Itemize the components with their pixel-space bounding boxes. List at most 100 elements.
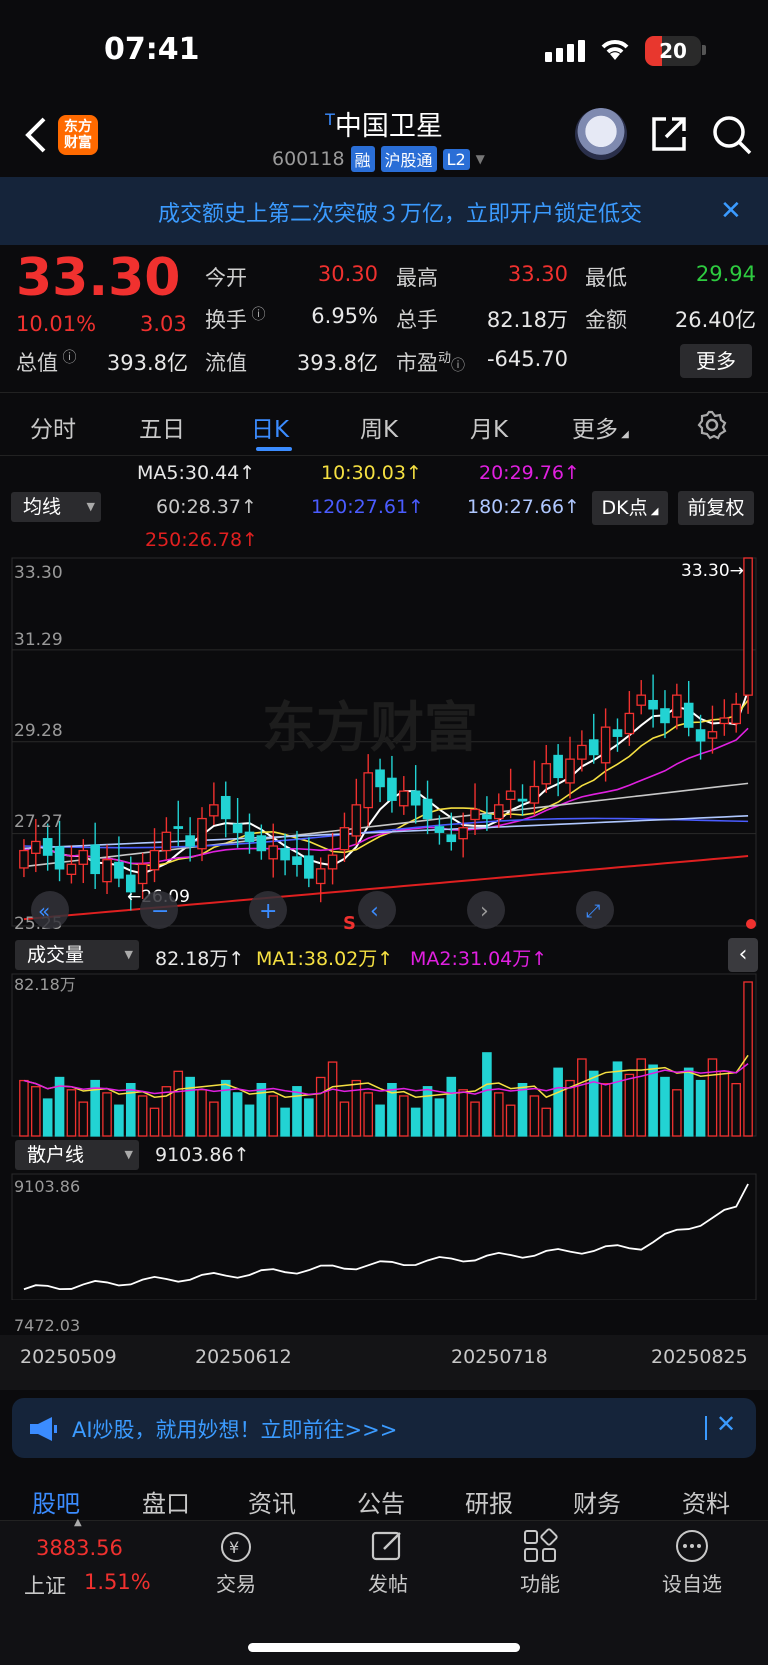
- index-value[interactable]: 3883.56: [36, 1536, 123, 1560]
- tab-orderbook[interactable]: 盘口: [142, 1490, 190, 1518]
- volume-bar: [42, 1098, 53, 1137]
- post-label[interactable]: 发帖: [368, 1572, 408, 1596]
- candle: [197, 807, 207, 862]
- ad-banner[interactable]: [0, 177, 768, 245]
- stock-code-row[interactable]: 600118 融 沪股通 L2 ▼: [272, 146, 485, 172]
- tab-announcements[interactable]: 公告: [357, 1490, 405, 1518]
- candle-body: [695, 729, 706, 742]
- candle-body: [19, 849, 29, 869]
- adjust-button[interactable]: 前复权: [678, 491, 754, 525]
- post-icon[interactable]: [370, 1528, 406, 1564]
- retail-axis-max: 9103.86: [14, 1177, 80, 1196]
- high-label: 最高: [396, 266, 438, 290]
- tab-intraday[interactable]: 分时: [30, 417, 76, 443]
- volume-bar: [446, 1076, 457, 1137]
- candle-body: [517, 798, 528, 802]
- more-button[interactable]: 更多: [680, 344, 752, 378]
- index-name[interactable]: 上证: [24, 1574, 66, 1598]
- search-icon[interactable]: [712, 115, 752, 155]
- retail-line-chart[interactable]: 9103.86 7472.03: [0, 1172, 768, 1300]
- app-logo[interactable]: 东方财富: [58, 115, 98, 155]
- bottom-toolbar: [0, 1520, 768, 1665]
- candle-body: [648, 699, 658, 710]
- tab-more[interactable]: 更多 ◢: [572, 417, 629, 443]
- stock-code: 600118: [272, 148, 345, 170]
- divider: [705, 1416, 707, 1440]
- battery-tip: [702, 45, 706, 55]
- candle: [743, 557, 753, 714]
- ai-banner-text[interactable]: AI炒股，就用妙想！立即前往>>>: [72, 1418, 398, 1442]
- retail-selector[interactable]: 散户线 ▼: [15, 1140, 139, 1170]
- home-indicator: [248, 1643, 520, 1652]
- volume-bar: [707, 1058, 718, 1137]
- candle: [446, 812, 457, 851]
- candle: [19, 839, 29, 878]
- tab-monthly-k[interactable]: 月K: [470, 417, 509, 443]
- candle-body: [363, 772, 373, 809]
- svg-text:−: −: [151, 899, 169, 924]
- high-marker: 33.30→: [681, 561, 744, 581]
- price-axis-max: 33.30: [14, 563, 63, 583]
- tab-daily-k[interactable]: 日K: [251, 417, 290, 443]
- candle-body: [209, 804, 219, 817]
- candle: [731, 692, 741, 733]
- candle-body: [280, 848, 290, 861]
- ad-banner-text[interactable]: 成交额史上第二次突破３万亿，立即开户锁定低交: [158, 202, 643, 227]
- candle-body: [636, 694, 647, 706]
- date-label: 20250509: [20, 1346, 117, 1368]
- ma-selector[interactable]: 均线 ▼: [11, 492, 101, 522]
- candle: [114, 836, 124, 888]
- volume-bar: [743, 981, 753, 1137]
- trade-icon[interactable]: ¥: [217, 1530, 255, 1564]
- tab-finance[interactable]: 财务: [573, 1490, 621, 1518]
- candle: [399, 776, 409, 815]
- prev-icon: [358, 891, 396, 929]
- chart-controls[interactable]: « − + ‹ › ⤢: [31, 891, 614, 929]
- candle-body: [731, 703, 741, 725]
- candle-body: [565, 758, 575, 784]
- tab-news[interactable]: 资讯: [248, 1490, 296, 1518]
- volume-chart[interactable]: 82.18万: [0, 972, 768, 1137]
- candle-body: [42, 838, 53, 856]
- date-label: 20250718: [451, 1346, 548, 1368]
- candle: [387, 755, 397, 813]
- add-watchlist-icon[interactable]: [673, 1528, 711, 1564]
- index-percent[interactable]: 1.51%: [84, 1570, 151, 1594]
- assistant-avatar[interactable]: [575, 108, 627, 160]
- volume-bar: [185, 1076, 195, 1137]
- tab-five-day[interactable]: 五日: [139, 417, 185, 443]
- tab-weekly-k[interactable]: 周K: [360, 417, 399, 443]
- tab-profile[interactable]: 资料: [682, 1490, 730, 1518]
- expand-up-icon[interactable]: ▲: [74, 1517, 82, 1528]
- candle: [280, 833, 290, 876]
- functions-icon[interactable]: [522, 1528, 558, 1564]
- volume-bar: [683, 1067, 694, 1137]
- candle-body: [197, 817, 207, 850]
- add-watchlist-label[interactable]: 设自选: [662, 1572, 722, 1596]
- ad-close-icon[interactable]: ✕: [720, 196, 742, 226]
- kline-chart[interactable]: 东方财富 33.30 31.29 29.28 27.27 25.25 33.30…: [0, 556, 768, 936]
- trade-label[interactable]: 交易: [216, 1572, 256, 1596]
- settings-gear-icon[interactable]: [697, 410, 727, 440]
- signal-icon: [545, 40, 585, 62]
- ai-banner[interactable]: [12, 1398, 756, 1458]
- dk-point-button[interactable]: DK点 ◢: [592, 491, 668, 525]
- volume-selector[interactable]: 成交量 ▼: [15, 940, 139, 970]
- functions-label[interactable]: 功能: [520, 1572, 560, 1596]
- fullscreen-icon: [576, 891, 614, 929]
- candle-body: [304, 855, 314, 879]
- tab-forum[interactable]: 股吧: [32, 1490, 80, 1518]
- ma180-line: [23, 815, 749, 850]
- ma120-line: [23, 817, 749, 849]
- ai-close-icon[interactable]: ✕: [716, 1410, 737, 1438]
- wifi-icon: [601, 40, 629, 60]
- collapse-panel-icon[interactable]: ‹: [728, 938, 758, 972]
- tab-research[interactable]: 研报: [465, 1490, 513, 1518]
- candle-body: [220, 795, 231, 820]
- candle: [256, 824, 267, 860]
- share-icon[interactable]: [650, 115, 688, 153]
- candle: [553, 744, 563, 797]
- candle-body: [66, 863, 77, 875]
- candle-body: [244, 831, 255, 843]
- back-arrow-icon[interactable]: [22, 115, 50, 155]
